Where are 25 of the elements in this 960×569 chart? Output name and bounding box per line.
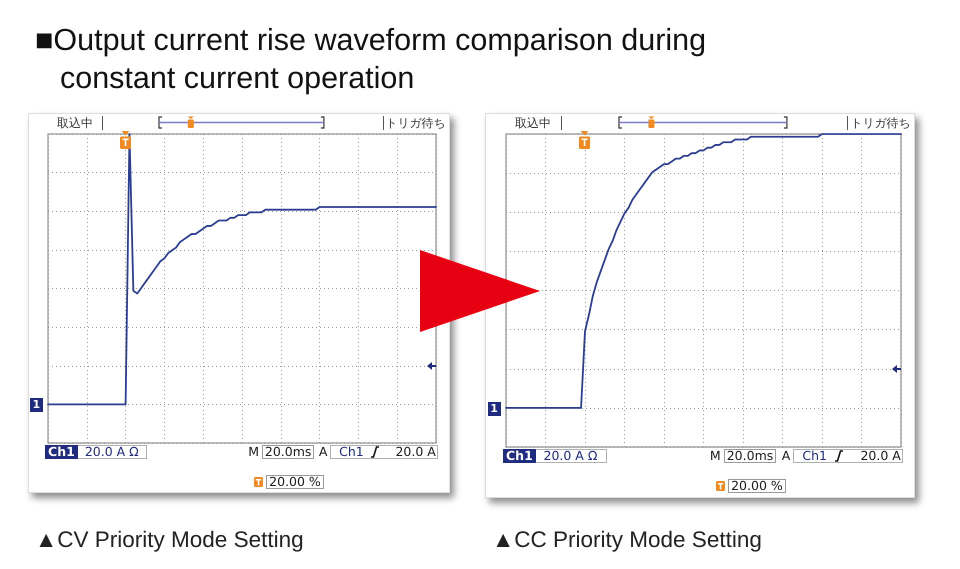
text: 1	[30, 398, 43, 412]
text: トリガ待ち	[850, 116, 911, 130]
text: Ch1	[503, 448, 536, 463]
text: ▲CC Priority Mode Setting	[492, 527, 762, 553]
chart-title: ■Output current rise waveform comparison during constant current operation	[35, 22, 708, 97]
text: 取込中	[56, 116, 93, 130]
text: トリガ待ち	[386, 116, 446, 130]
text: A	[318, 444, 328, 459]
text: M	[710, 448, 721, 463]
text: 20.0 A	[860, 448, 901, 463]
text: M	[248, 444, 260, 459]
text: 20.00 %	[728, 478, 786, 493]
text: Ch1	[802, 448, 827, 463]
text: 20.0 A	[395, 444, 436, 459]
text: 取込中	[514, 116, 551, 130]
text: 20.0 A Ω	[84, 444, 139, 459]
text: 1	[488, 402, 501, 416]
text: 20.0ms	[262, 444, 314, 459]
text: Ch1	[339, 444, 364, 459]
text: 20.0 A Ω	[544, 448, 598, 463]
text: ▲CV Priority Mode Setting	[35, 527, 304, 553]
text: 20.0ms	[724, 448, 776, 463]
text: 20.00 %	[266, 474, 324, 489]
text: Ch1	[45, 444, 78, 459]
text: A	[782, 448, 790, 463]
